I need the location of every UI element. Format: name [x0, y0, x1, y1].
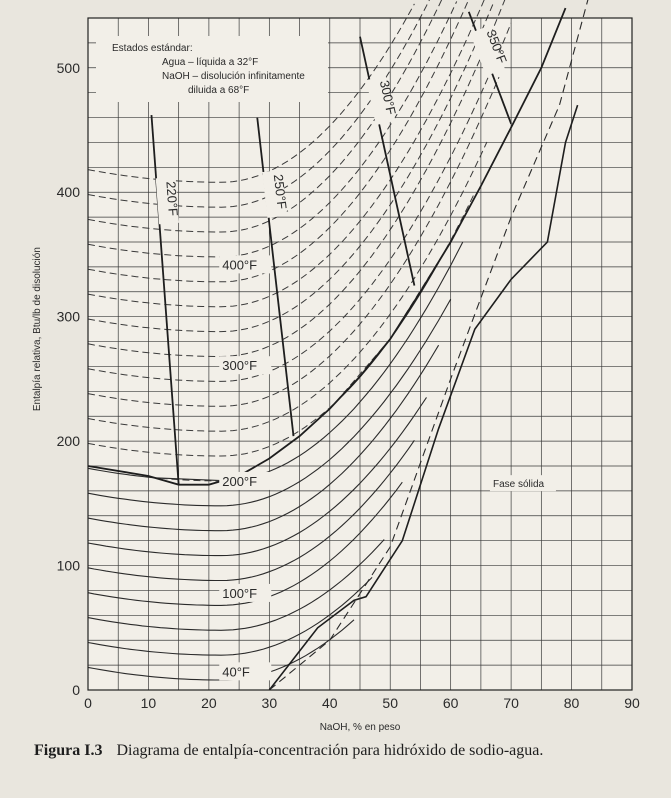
isotherm-label: 400°F [222, 257, 257, 272]
isotherm-curve-dashed [87, 3, 415, 183]
boiling-point-label-bg [155, 176, 180, 225]
isotherm-label-bg [219, 583, 272, 602]
boiling-point-line [256, 117, 295, 437]
boiling-point-label: 250°F [271, 174, 290, 210]
x-tick-label: 70 [503, 695, 519, 711]
x-tick-label: 80 [564, 695, 580, 711]
isotherm-curve [87, 439, 415, 582]
solid-phase-boundary [268, 104, 579, 691]
boiling-point-label-bg [366, 75, 396, 126]
y-axis-label: Entalpía relativa, Btu/lb de disolución [32, 247, 43, 411]
y-tick-label: 100 [57, 558, 81, 574]
isotherm-curve-dashed [87, 0, 470, 283]
isotherm-curve-dashed [87, 0, 506, 357]
boiling-curve [87, 7, 567, 486]
x-tick-label: 10 [141, 695, 157, 711]
figure-caption-text: Diagrama de entalpía-concentración para … [116, 742, 544, 759]
isotherm-curve [87, 298, 452, 507]
x-tick-label: 30 [262, 695, 278, 711]
solid-phase-label-bg [489, 475, 556, 492]
plot-frame [87, 17, 633, 691]
boiling-point-line [150, 115, 180, 485]
isotherm-curve-dashed [87, 3, 494, 333]
x-tick-label: 60 [443, 695, 459, 711]
boiling-point-line [359, 36, 416, 286]
isotherm-label-bg [219, 356, 272, 375]
standard-states-text: NaOH – disolución infinitamente [162, 71, 305, 82]
isotherm-curve-dashed [160, 477, 221, 482]
x-tick-label: 40 [322, 695, 338, 711]
boiling-point-label-bg [262, 169, 288, 218]
chart-axes: 0 10 20 30 40 50 60 70 80 90 0 100 200 300 400 500 NaOH,… [32, 17, 640, 733]
solid-phase-boundary-dashed [268, 0, 589, 691]
x-tick-label: 50 [382, 695, 398, 711]
boiling-point-label-bg [469, 25, 505, 76]
phase-boundaries [87, 0, 589, 691]
isotherm-curve [87, 577, 373, 656]
isotherm-curve [87, 397, 427, 557]
y-tick-label: 300 [57, 309, 81, 325]
chart-labels: 40°F 100°F 200°F 300°F 400°F Estados estándar… [96, 36, 556, 681]
isotherm-label: 200°F [222, 474, 257, 489]
isotherm-curve [87, 344, 440, 532]
standard-states-text: Agua – líquida a 32°F [162, 57, 258, 68]
isotherm-curve-dashed [87, 22, 512, 382]
isotherm-label: 40°F [222, 664, 250, 679]
standard-states-text: diluida a 68°F [188, 85, 249, 96]
isotherm-curve-dashed [87, 141, 488, 432]
isotherm-label: 100°F [222, 586, 257, 601]
x-axis-label: NaOH, % en peso [320, 722, 401, 733]
x-tick-label: 0 [84, 695, 92, 711]
boiling-point-label: 220°F [163, 181, 181, 217]
standard-states-text: Estados estándar: [112, 43, 193, 54]
x-tick-label: 90 [624, 695, 640, 711]
isotherm-curve [87, 481, 403, 606]
y-tick-label: 0 [72, 682, 80, 698]
isotherm-curve-dashed [87, 0, 485, 308]
isotherm-curve [87, 539, 385, 631]
isotherm-label-bg [219, 255, 272, 274]
isotherm-label: 300°F [222, 358, 257, 373]
y-tick-label: 400 [57, 184, 81, 200]
isotherm-label-bg [219, 662, 272, 681]
y-tick-label: 200 [57, 433, 81, 449]
x-tick-label: 20 [201, 695, 217, 711]
standard-states-box [96, 36, 328, 102]
isotherm-curve [87, 241, 464, 482]
isotherm-curve-dashed [87, 0, 443, 233]
isotherm-curve-dashed [87, 76, 500, 407]
figure-caption: Figura I.3 Diagrama de entalpía-concentra… [34, 742, 664, 760]
solid-phase-label: Fase sólida [493, 479, 545, 490]
y-tick-label: 500 [57, 60, 81, 76]
boiling-point-label: 300°F [377, 79, 399, 116]
figure-number: Figura I.3 [34, 742, 103, 759]
isotherm-label-bg [219, 471, 272, 490]
